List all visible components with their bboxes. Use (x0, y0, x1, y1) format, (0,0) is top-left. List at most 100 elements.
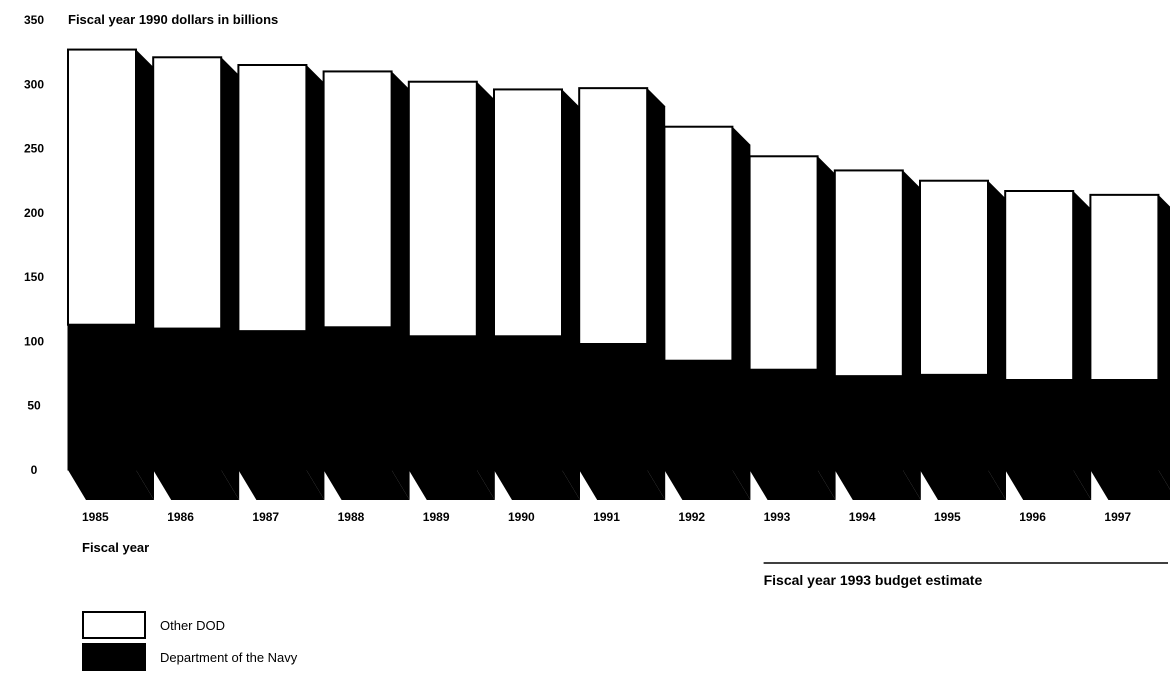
x-axis-title: Fiscal year (82, 540, 149, 555)
bars (67, 48, 1170, 501)
bar-navy (663, 360, 733, 471)
legend-item: Department of the Navy (82, 643, 298, 671)
bar-other-dod (67, 48, 137, 326)
bar-other-dod (919, 179, 989, 376)
x-tick-label: 1994 (849, 510, 876, 524)
x-tick-label: 1987 (252, 510, 279, 524)
bar-other-dod (493, 88, 563, 338)
bar-group-1992 (663, 125, 751, 500)
bar-side (1073, 191, 1092, 500)
y-tick-label: 250 (24, 142, 44, 156)
bar-group-1993 (748, 155, 836, 501)
bar-navy (323, 326, 393, 471)
bar-other-dod (748, 155, 819, 371)
bar-group-1995 (919, 179, 1006, 500)
x-tick-label: 1985 (82, 510, 109, 524)
y-tick-label: 150 (24, 270, 44, 284)
bar-side (817, 156, 836, 501)
annotation-text: Fiscal year 1993 budget estimate (764, 572, 983, 588)
bar-base (68, 470, 154, 500)
bar-base (323, 470, 410, 500)
bar-base (1005, 470, 1092, 500)
bar-base (408, 470, 495, 500)
bar-other-dod (152, 56, 223, 330)
bar-side (306, 65, 325, 500)
bar-base (494, 470, 580, 500)
x-tick-label: 1991 (593, 510, 620, 524)
bar-navy (493, 335, 563, 471)
bar-side (1158, 194, 1170, 490)
bar-navy (834, 375, 904, 471)
bar-base (664, 470, 751, 500)
x-axis: 1985 1986 1987 1988 1989 1990 1991 1992 1993 1994… (82, 510, 1131, 524)
y-tick-label: 200 (24, 206, 44, 220)
y-tick-label: 50 (27, 399, 41, 413)
bar-side (136, 49, 154, 500)
x-tick-label: 1996 (1019, 510, 1046, 524)
bar-other-dod (833, 169, 904, 378)
bar-side (391, 71, 410, 500)
bar-other-dod (663, 125, 734, 362)
bar-group-1986 (152, 56, 240, 501)
x-tick-label: 1989 (423, 510, 450, 524)
bar-group-1985 (67, 48, 154, 500)
bar-side (221, 57, 240, 501)
bar-other-dod (578, 87, 649, 346)
bar-base (1090, 470, 1170, 500)
x-tick-label: 1988 (338, 510, 365, 524)
bar-navy (1089, 379, 1159, 471)
y-tick-label: 100 (24, 334, 44, 348)
x-tick-label: 1993 (764, 510, 791, 524)
y-axis: 0 50 100 150 200 250 300 350 (24, 13, 44, 477)
bar-side (562, 89, 580, 500)
bar-navy (1004, 379, 1074, 471)
bar-navy (152, 328, 222, 471)
bar-group-1988 (322, 70, 410, 500)
bar-other-dod (1004, 190, 1075, 381)
bar-group-1991 (578, 87, 666, 501)
legend-label: Other DOD (160, 618, 225, 633)
bar-group-1989 (407, 80, 495, 500)
chart-title: Fiscal year 1990 dollars in billions (68, 12, 278, 27)
bar-other-dod (1089, 193, 1160, 381)
bar-side (902, 170, 921, 500)
legend-label: Department of the Navy (160, 650, 298, 665)
bar-other-dod (322, 70, 393, 329)
bar-group-1994 (833, 169, 921, 500)
bar-group-1987 (237, 64, 325, 500)
bar-group-1990 (493, 88, 580, 500)
bar-navy (919, 374, 989, 471)
bar-base (920, 470, 1006, 500)
y-tick-label: 0 (31, 463, 38, 477)
bar-other-dod (407, 80, 478, 338)
x-tick-label: 1992 (678, 510, 705, 524)
legend-swatch (82, 643, 146, 671)
bar-navy (578, 343, 648, 471)
x-tick-label: 1986 (167, 510, 194, 524)
legend-swatch (82, 611, 146, 639)
bar-group-1997 (1089, 193, 1170, 500)
bar-side (988, 180, 1006, 500)
bar-side (732, 126, 751, 500)
legend: Other DOD Department of the Navy (82, 611, 298, 671)
bar-group-1996 (1004, 190, 1092, 500)
legend-item: Other DOD (82, 611, 225, 639)
y-tick-label: 350 (24, 13, 44, 27)
bar-navy (237, 330, 307, 471)
bar-side (647, 88, 666, 501)
bar-base (749, 470, 836, 500)
x-tick-label: 1990 (508, 510, 535, 524)
bar-base (834, 470, 921, 500)
bar-side (476, 81, 495, 500)
y-tick-label: 300 (24, 77, 44, 91)
x-tick-label: 1997 (1104, 510, 1131, 524)
bar-base (153, 470, 240, 500)
bar-base (238, 470, 325, 500)
bar-base (579, 470, 666, 500)
bar-navy (749, 369, 819, 471)
bar-other-dod (237, 64, 308, 333)
bar-navy (408, 335, 478, 471)
bar-navy (67, 324, 137, 471)
x-tick-label: 1995 (934, 510, 961, 524)
